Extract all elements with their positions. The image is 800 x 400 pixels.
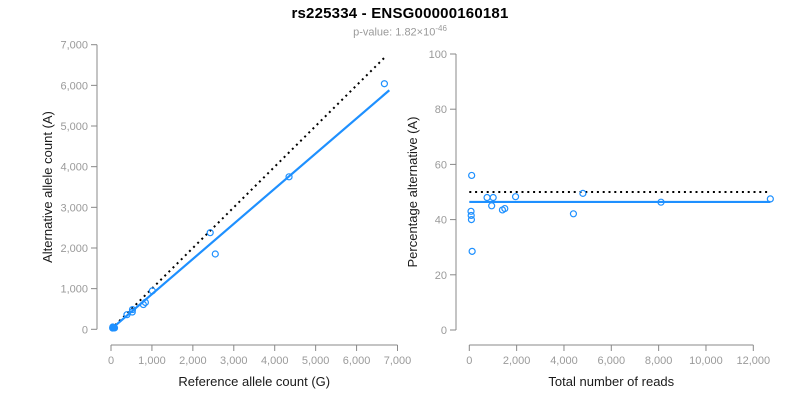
pvalue-exponent: -46	[435, 24, 447, 33]
right-data-point	[468, 247, 476, 255]
right-x-tick-label: 2,000	[503, 355, 531, 367]
right-x-tick-label: 6,000	[598, 355, 626, 367]
right-data-point	[468, 171, 476, 180]
right-data-point	[467, 211, 475, 220]
left-x-tick-label: 2,000	[179, 355, 207, 367]
left-data-point	[206, 229, 214, 237]
left-data-point	[148, 287, 156, 295]
left-x-tick-label: 6,000	[343, 355, 371, 367]
left-y-tick-label: 5,000	[60, 121, 88, 133]
pvalue-text: p-value: 1.82×10	[353, 26, 436, 39]
right-data-point	[501, 204, 509, 213]
left-data-point	[380, 80, 389, 88]
right-x-tick-label: 0	[466, 355, 472, 367]
left-x-tick-label: 4,000	[261, 355, 289, 367]
left-y-axis-title: Alternative allele count (A)	[40, 111, 55, 263]
left-data-point	[139, 300, 147, 309]
left-data-point	[211, 250, 219, 258]
left-y-tick-label: 2,000	[60, 243, 88, 255]
right-data-point	[467, 207, 475, 215]
left-x-tick-label: 5,000	[302, 355, 330, 367]
right-x-tick-label: 8,000	[645, 355, 673, 367]
right-data-point	[483, 193, 491, 202]
right-x-tick-label: 4,000	[550, 355, 578, 367]
right-y-tick-label: 0	[441, 325, 447, 337]
right-data-point	[489, 193, 497, 202]
left-y-tick-label: 0	[82, 324, 88, 336]
right-y-axis-title: Percentage alternative (A)	[405, 116, 420, 267]
left-data-point	[110, 324, 119, 332]
right-y-tick-label: 60	[435, 159, 447, 171]
regression-line	[110, 89, 391, 331]
figure-title: rs225334 - ENSG00000160181	[291, 5, 509, 22]
right-data-point	[766, 195, 774, 203]
right-y-tick-label: 40	[435, 215, 447, 227]
right-data-point	[511, 193, 520, 201]
left-y-tick-label: 6,000	[60, 80, 88, 92]
left-data-point	[285, 173, 293, 181]
left-y-tick-label: 7,000	[60, 40, 88, 52]
left-x-tick-label: 7,000	[384, 355, 412, 367]
right-data-point	[579, 189, 587, 197]
right-data-point	[657, 198, 665, 206]
left-x-tick-label: 0	[108, 355, 114, 367]
left-y-tick-label: 4,000	[60, 162, 88, 174]
right-data-point	[488, 202, 496, 210]
right-x-tick-label: 10,000	[689, 355, 723, 367]
left-x-tick-label: 3,000	[220, 355, 248, 367]
left-data-point	[128, 305, 137, 314]
right-y-tick-label: 100	[429, 49, 447, 61]
right-y-tick-label: 80	[435, 104, 447, 116]
right-y-tick-label: 20	[435, 270, 447, 282]
left-x-tick-label: 1,000	[138, 355, 166, 367]
right-data-point	[467, 216, 476, 224]
left-y-tick-label: 3,000	[60, 202, 88, 214]
right-x-tick-label: 12,000	[736, 355, 770, 367]
pvalue-subtitle: p-value: 1.82×10-46	[0, 24, 800, 39]
left-data-point	[141, 298, 149, 307]
identity-line	[110, 56, 386, 331]
left-x-axis-title: Reference allele count (G)	[178, 374, 330, 389]
right-x-axis-title: Total number of reads	[548, 374, 674, 389]
left-data-point	[128, 308, 136, 316]
right-data-point	[569, 210, 578, 218]
left-y-tick-label: 1,000	[60, 284, 88, 296]
